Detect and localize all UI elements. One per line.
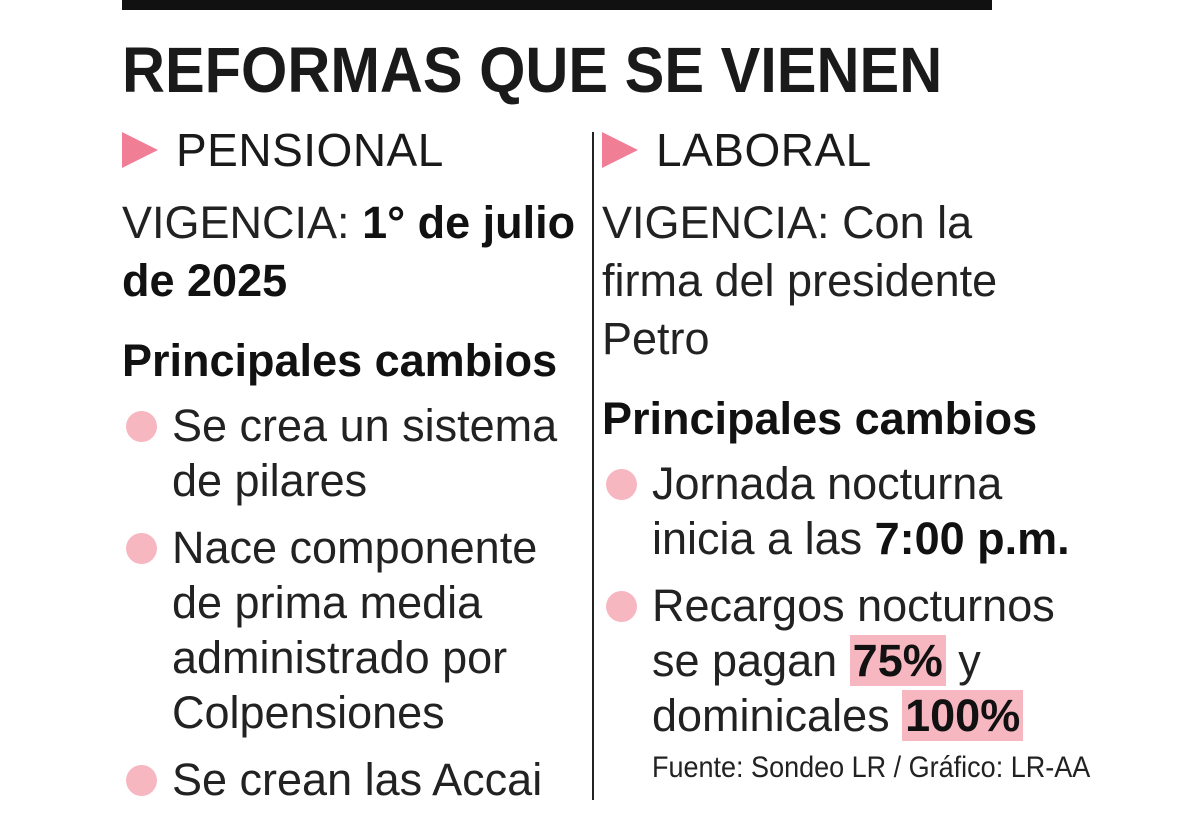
section-title: PENSIONAL <box>176 124 444 176</box>
triangle-right-icon <box>602 132 638 168</box>
night-start-time: 7:00 p.m. <box>874 513 1070 564</box>
top-bar <box>122 0 992 10</box>
circle-bullet-icon <box>606 469 637 500</box>
subheading: Principales cambios <box>122 335 558 386</box>
subheading: Principales cambios <box>602 393 1038 444</box>
changes-list: Se crea un sistema de pilares Nace compo… <box>122 398 577 807</box>
list-item: Se crean las Accai <box>122 752 577 807</box>
pensional-column: PENSIONAL VIGENCIA: 1° de julio de 2025 … <box>122 118 577 819</box>
list-item-text: Nace componente de prima media administr… <box>172 522 538 738</box>
sunday-surcharge-highlight: 100% <box>902 690 1024 741</box>
vigencia: VIGENCIA: 1° de julio de 2025 <box>122 194 577 310</box>
page-title: REFORMAS QUE SE VIENEN <box>122 34 943 106</box>
laboral-column: LABORAL VIGENCIA: Con la firma del presi… <box>602 118 1072 755</box>
source-credit: Fuente: Sondeo LR / Gráfico: LR-AA <box>652 751 1091 784</box>
section-title: LABORAL <box>656 124 872 176</box>
circle-bullet-icon <box>126 533 157 564</box>
section-heading-laboral: LABORAL <box>602 118 1072 182</box>
section-heading-pensional: PENSIONAL <box>122 118 577 182</box>
list-item: Recargos nocturnos se pagan 75% y domini… <box>602 578 1072 743</box>
vigencia-value: Con la firma del presidente Petro <box>602 197 998 364</box>
circle-bullet-icon <box>126 765 157 796</box>
vigencia-value: 1° de julio de 2025 <box>122 197 576 306</box>
list-item: Se crea un sistema de pilares <box>122 398 577 508</box>
list-item-text: Se crean las Accai <box>172 754 543 805</box>
list-item-text: Jornada nocturna inicia a las <box>652 458 1003 564</box>
circle-bullet-icon <box>606 591 637 622</box>
triangle-right-icon <box>122 132 158 168</box>
list-item-text: y dominicales <box>652 635 981 741</box>
list-item-text: Se crea un sistema de pilares <box>172 400 558 506</box>
vigencia-label: VIGENCIA: <box>122 197 363 248</box>
list-item: Nace componente de prima media administr… <box>122 520 577 740</box>
vigencia: VIGENCIA: Con la firma del presidente Pe… <box>602 194 1072 368</box>
column-divider <box>592 132 594 800</box>
list-item-text: Recargos nocturnos se pagan <box>652 580 1055 686</box>
vigencia-label: VIGENCIA: <box>602 197 843 248</box>
circle-bullet-icon <box>126 411 157 442</box>
changes-list: Jornada nocturna inicia a las 7:00 p.m. … <box>602 456 1072 743</box>
night-surcharge-highlight: 75% <box>849 635 946 686</box>
list-item: Jornada nocturna inicia a las 7:00 p.m. <box>602 456 1072 566</box>
